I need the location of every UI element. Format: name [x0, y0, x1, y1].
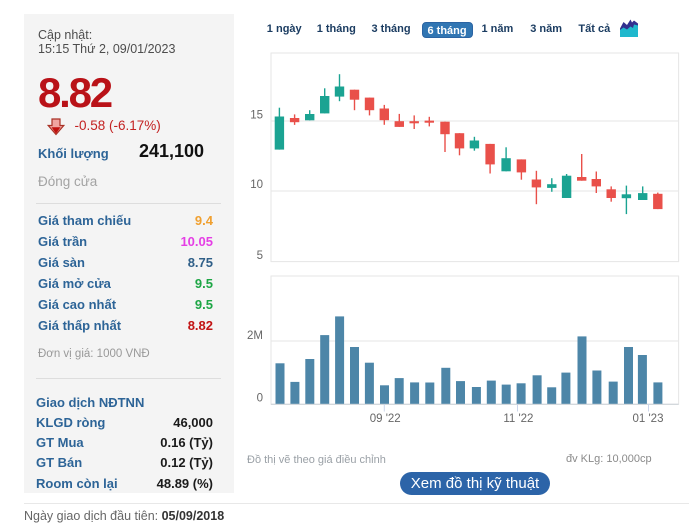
svg-text:11 '22: 11 '22: [503, 413, 533, 425]
svg-text:5: 5: [257, 250, 263, 262]
svg-text:10: 10: [250, 179, 263, 191]
svg-text:01 '23: 01 '23: [633, 413, 664, 425]
svg-text:15: 15: [250, 110, 263, 122]
svg-text:0: 0: [257, 392, 263, 404]
svg-text:09 '22: 09 '22: [370, 413, 401, 425]
svg-text:2M: 2M: [247, 330, 263, 342]
